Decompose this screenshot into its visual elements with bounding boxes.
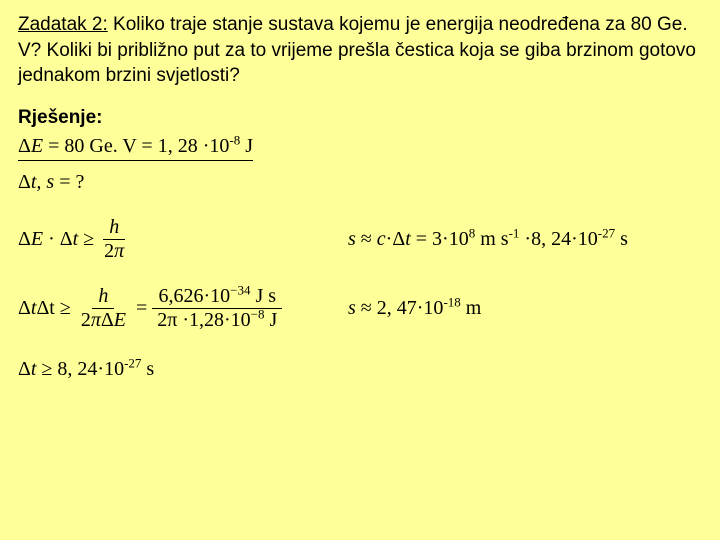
dE-exp-sup: -8	[229, 132, 240, 147]
equation-row-1: ΔE · Δt ≥ h 2π s ≈ c·Δt = 3·108 m s-1 ·8…	[18, 216, 702, 263]
given-dE: ΔE = 80 Ge. V = 1, 28 ·10-8 J	[18, 135, 253, 161]
page: Zadatak 2: Koliko traje stanje sustava k…	[0, 0, 720, 393]
dE-exp: ·10	[203, 135, 230, 157]
eq2-frac1: h 2πΔE	[75, 285, 132, 332]
eq2-lhs: ΔtΔt ≥	[18, 297, 71, 320]
eq1-lhs: ΔE · Δt ≥	[18, 228, 94, 251]
equation-row-2: ΔtΔt ≥ h 2πΔE = 6,626·10−34 J s 2π ·1,28…	[18, 285, 702, 332]
eq1-num: h	[103, 216, 125, 240]
eq1-right: s ≈ c·Δt = 3·108 m s-1 ·8, 24·10-27 s	[348, 228, 702, 251]
eq1-left: ΔE · Δt ≥ h 2π	[18, 216, 348, 263]
eq1-den: 2π	[98, 240, 130, 263]
given-dt: Δt, s = ?	[18, 171, 84, 193]
eq1-frac: h 2π	[98, 216, 130, 263]
final-dt: Δt	[18, 358, 36, 380]
eq2-frac2: 6,626·10−34 J s 2π ·1,28·10−8 J	[151, 285, 283, 332]
problem-text: Koliko traje stanje sustava kojemu je en…	[18, 14, 696, 86]
dE-value: = 80 Ge. V = 1, 28	[43, 135, 203, 157]
solution-label: Rješenje:	[18, 107, 702, 129]
problem-statement: Zadatak 2: Koliko traje stanje sustava k…	[18, 12, 702, 89]
given-block: ΔE = 80 Ge. V = 1, 28 ·10-8 J Δt, s = ?	[18, 135, 702, 194]
final-result: Δt ≥ 8, 24·10-27 s	[18, 358, 702, 381]
dE-unit: J	[240, 135, 253, 157]
eq2-right: s ≈ 2, 47·10-18 m	[348, 297, 702, 320]
eq2-left: ΔtΔt ≥ h 2πΔE = 6,626·10−34 J s 2π ·1,28…	[18, 285, 348, 332]
eq2-frac1-den: 2πΔE	[75, 309, 132, 332]
problem-label: Zadatak 2:	[18, 14, 108, 35]
dE-symbol: ΔE	[18, 135, 43, 157]
eq2-frac2-den: 2π ·1,28·10−8 J	[151, 309, 283, 332]
